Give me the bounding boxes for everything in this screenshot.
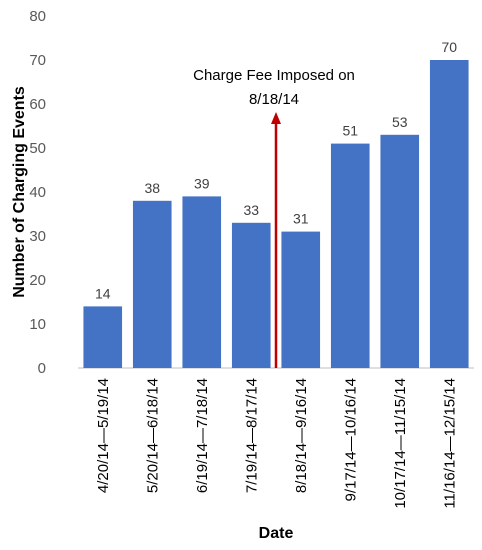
y-axis-ticks: 0 10 20 30 40 50 60 70 80: [29, 8, 46, 377]
annotation-text-line-2: 8/18/14: [249, 91, 299, 108]
bar-value-label: 31: [293, 211, 309, 227]
y-tick-label: 30: [29, 228, 46, 245]
x-tick-label: 8/18/14—9/16/14: [293, 378, 310, 493]
fee-annotation: Charge Fee Imposed on 8/18/14: [193, 67, 355, 368]
bar: [182, 196, 222, 368]
x-tick-label: 5/20/14—6/18/14: [144, 378, 161, 493]
y-tick-label: 80: [29, 8, 46, 25]
data-labels: 14 38 39 33 31 51 53 70: [95, 39, 457, 301]
bar-value-label: 53: [392, 114, 408, 130]
y-tick-label: 50: [29, 140, 46, 157]
annotation-arrow-head: [271, 112, 281, 124]
bar-value-label: 38: [144, 180, 160, 196]
x-tick-label: 4/20/14—5/19/14: [95, 378, 112, 493]
bar-value-label: 39: [194, 175, 210, 191]
y-tick-label: 40: [29, 184, 46, 201]
x-axis-title: Date: [259, 525, 294, 542]
x-tick-label: 10/17/14—11/15/14: [392, 378, 409, 509]
y-tick-label: 70: [29, 52, 46, 69]
y-tick-label: 20: [29, 272, 46, 289]
bar: [132, 200, 172, 368]
bar: [231, 222, 271, 368]
bar-value-label: 14: [95, 285, 111, 301]
bar-value-label: 51: [342, 123, 358, 139]
y-axis-title: Number of Charging Events: [11, 86, 28, 298]
y-tick-label: 10: [29, 316, 46, 333]
y-tick-label: 0: [38, 360, 46, 377]
x-tick-label: 9/17/14—10/16/14: [342, 378, 359, 501]
x-tick-label: 7/19/14—8/17/14: [243, 378, 260, 493]
bar-value-label: 33: [243, 202, 259, 218]
bar: [429, 60, 469, 368]
bar: [83, 306, 123, 368]
bars: [83, 60, 469, 368]
x-tick-label: 6/19/14—7/18/14: [194, 378, 211, 493]
x-tick-label: 11/16/14—12/15/14: [441, 378, 458, 509]
bar: [281, 231, 321, 368]
bar: [330, 143, 370, 368]
annotation-text-line-1: Charge Fee Imposed on: [193, 67, 355, 84]
x-axis-tick-labels: 4/20/14—5/19/14 5/20/14—6/18/14 6/19/14—7/…: [95, 378, 459, 509]
bar-value-label: 70: [441, 39, 457, 55]
bar: [380, 134, 420, 368]
y-tick-label: 60: [29, 96, 46, 113]
